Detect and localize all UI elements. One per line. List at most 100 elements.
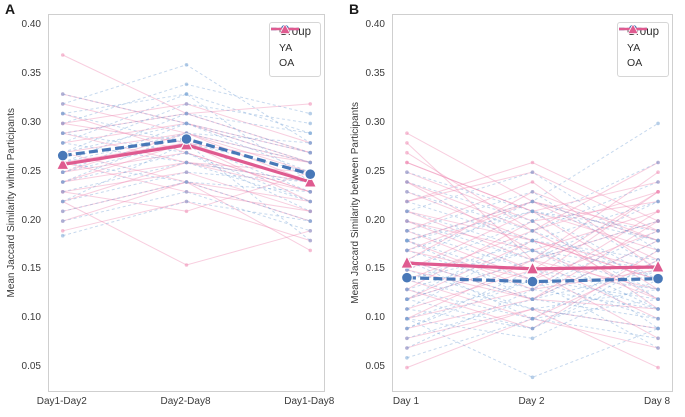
- participant-point-ya: [405, 356, 409, 360]
- participant-point-ya: [405, 248, 409, 253]
- participant-point-ya: [530, 336, 535, 341]
- participant-point-ya: [308, 160, 313, 165]
- participant-point-ya: [405, 190, 409, 194]
- x-tick-label: Day1-Day8: [284, 396, 335, 407]
- participant-point-ya: [656, 199, 660, 204]
- participant-point-ya: [308, 199, 313, 204]
- participant-point-ya: [656, 287, 660, 292]
- x-tick-label: Day1-Day2: [36, 396, 87, 407]
- oa-line-marker-icon: [271, 23, 300, 35]
- participant-point-oa: [184, 263, 189, 267]
- participant-line-ya: [62, 191, 311, 232]
- participant-point-oa: [656, 190, 660, 194]
- participant-point-oa: [308, 248, 313, 253]
- participant-point-ya: [184, 150, 189, 155]
- y-tick-labels-b: 0.05 0.10 0.15 0.20 0.25 0.30 0.35 0.40: [345, 14, 390, 392]
- participant-point-ya: [184, 190, 189, 194]
- participant-point-oa: [656, 209, 660, 214]
- plot-svg-b: [400, 121, 665, 380]
- mean-marker-oa: [651, 259, 665, 273]
- y-tick-label: 0.35: [365, 68, 385, 80]
- participant-line-ya: [406, 279, 659, 339]
- participant-point-ya: [60, 121, 65, 126]
- participant-point-ya: [656, 248, 660, 253]
- participant-point-ya: [530, 326, 535, 331]
- y-tick-label: 0.15: [21, 263, 41, 275]
- plot-svg-a: [55, 53, 318, 267]
- participant-point-ya: [656, 307, 660, 311]
- participant-point-ya: [60, 141, 65, 145]
- participant-point-ya: [60, 190, 65, 194]
- participant-point-ya: [308, 229, 313, 233]
- participant-point-oa: [405, 141, 409, 145]
- participant-point-ya: [530, 190, 535, 194]
- participant-line-ya: [62, 161, 311, 202]
- y-tick-label: 0.40: [365, 19, 385, 31]
- x-tick-label: Day2-Day8: [160, 396, 211, 407]
- legend-label-oa-b: OA: [627, 56, 643, 69]
- participant-point-oa: [405, 131, 409, 135]
- mean-marker-ya: [526, 275, 539, 288]
- participant-point-ya: [530, 375, 535, 380]
- participant-point-ya: [530, 258, 535, 262]
- participant-point-ya: [60, 131, 65, 135]
- y-tick-label: 0.05: [365, 361, 385, 373]
- participant-point-ya: [184, 111, 189, 116]
- participant-line-ya: [406, 269, 659, 329]
- y-tick-label: 0.30: [365, 116, 385, 128]
- participant-point-ya: [656, 160, 660, 165]
- participant-point-ya: [184, 180, 189, 184]
- participant-point-ya: [405, 199, 409, 204]
- x-tick-labels-a: Day1-Day2 Day2-Day8 Day1-Day8: [37, 396, 335, 412]
- participant-point-ya: [530, 209, 535, 214]
- mean-marker-ya: [56, 149, 69, 162]
- participant-point-ya: [405, 307, 409, 311]
- legend-label-ya-a: YA: [279, 41, 293, 54]
- legend-label-ya-b: YA: [627, 41, 641, 54]
- participant-line-ya: [62, 93, 311, 163]
- participant-point-ya: [405, 268, 409, 272]
- participant-point-ya: [405, 336, 409, 341]
- participant-point-ya: [530, 287, 535, 292]
- y-tick-label: 0.10: [365, 312, 385, 324]
- mean-marker-ya: [180, 133, 193, 145]
- x-tick-label: Day 2: [518, 396, 545, 407]
- participant-point-ya: [405, 346, 409, 350]
- participant-point-ya: [308, 121, 313, 126]
- y-tick-labels-a: 0.05 0.10 0.15 0.20 0.25 0.30 0.35 0.40: [0, 14, 46, 392]
- participant-point-oa: [308, 102, 313, 106]
- participant-point-ya: [530, 238, 535, 243]
- participant-point-ya: [60, 111, 65, 116]
- participant-point-ya: [184, 199, 189, 204]
- participant-point-ya: [405, 229, 409, 233]
- participant-point-ya: [308, 238, 313, 243]
- legend-a: Group YA OA: [269, 22, 321, 77]
- participant-point-ya: [60, 233, 65, 238]
- panel-a: A Mean Jaccard Similarity wihtin Partici…: [0, 0, 342, 417]
- participant-point-ya: [656, 219, 660, 223]
- x-tick-labels-b: Day 1 Day 2 Day 8: [392, 396, 673, 412]
- participant-point-ya: [60, 209, 65, 214]
- participant-point-ya: [184, 170, 189, 174]
- y-tick-label: 0.25: [21, 165, 41, 177]
- legend-entry-oa-b: OA: [619, 23, 659, 70]
- legend-entry-oa-a: OA: [271, 23, 311, 70]
- legend-entry-ya-a: YA: [271, 24, 311, 55]
- participant-point-oa: [530, 180, 535, 184]
- mean-marker-oa: [400, 255, 414, 269]
- participant-point-ya: [530, 307, 535, 311]
- participant-point-ya: [656, 180, 660, 184]
- participant-line-ya: [62, 152, 311, 212]
- participant-line-ya: [406, 200, 659, 261]
- participant-point-ya: [530, 219, 535, 223]
- participant-point-oa: [656, 365, 660, 370]
- participant-point-ya: [308, 219, 313, 223]
- participant-point-ya: [308, 150, 313, 155]
- y-tick-label: 0.40: [21, 19, 41, 31]
- mean-marker-oa: [55, 156, 70, 170]
- participant-point-ya: [530, 297, 535, 302]
- x-tick-label: Day 8: [643, 396, 671, 407]
- participant-point-ya: [60, 180, 65, 184]
- participant-point-ya: [184, 63, 189, 67]
- participant-line-ya: [62, 200, 311, 237]
